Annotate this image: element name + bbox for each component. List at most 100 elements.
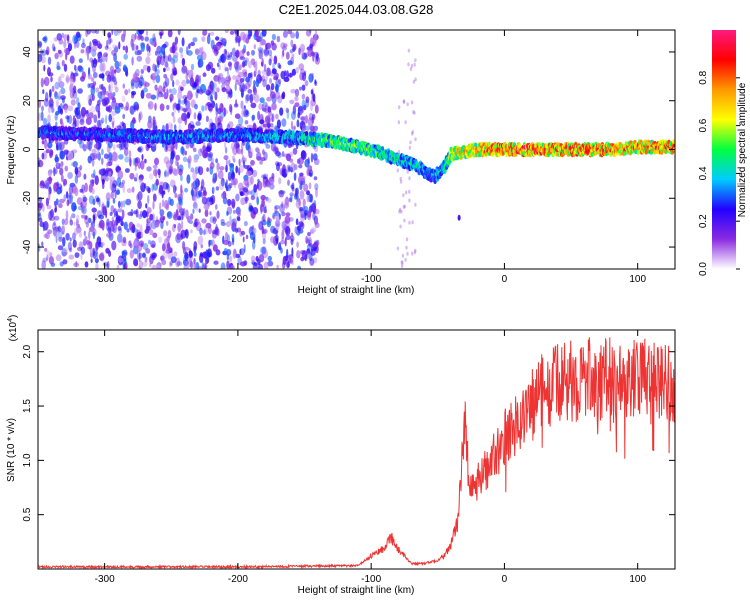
noise-mark xyxy=(276,238,279,245)
noise-mark xyxy=(205,115,209,123)
noise-mark xyxy=(49,215,56,221)
noise-mark xyxy=(65,77,71,83)
noise-mark xyxy=(108,91,114,100)
noise-mark xyxy=(308,182,312,190)
noise-mark xyxy=(96,197,100,203)
noise-mark xyxy=(254,93,260,103)
noise-mark xyxy=(171,111,175,117)
noise-mark xyxy=(230,264,235,269)
ridge-mark xyxy=(304,131,309,136)
noise-mark xyxy=(221,87,227,93)
noise-mark xyxy=(269,91,276,99)
noise-mark xyxy=(232,54,238,62)
noise-mark xyxy=(216,210,220,219)
noise-mark xyxy=(154,102,157,111)
noise-mark xyxy=(223,107,226,117)
noise-mark xyxy=(172,46,175,52)
noise-mark xyxy=(256,196,260,206)
noise-mark xyxy=(177,91,183,100)
noise-mark xyxy=(310,204,314,212)
noise-mark xyxy=(157,91,163,98)
noise-mark xyxy=(167,122,173,128)
noise-mark xyxy=(167,30,173,38)
noise-mark xyxy=(252,169,258,178)
noise-mark xyxy=(242,236,245,243)
noise-mark xyxy=(150,94,157,100)
noise-mark xyxy=(41,55,46,64)
noise-mark xyxy=(94,258,99,264)
noise-mark xyxy=(300,209,305,219)
noise-mark xyxy=(47,114,51,124)
noise-mark xyxy=(234,35,238,44)
noise-mark xyxy=(131,43,138,51)
noise-mark xyxy=(302,123,306,133)
noise-mark xyxy=(224,67,229,72)
noise-mark xyxy=(155,264,161,269)
noise-mark xyxy=(261,216,265,223)
noise-mark xyxy=(312,211,316,221)
noise-mark xyxy=(177,222,182,233)
noise-mark xyxy=(145,56,151,65)
noise-mark xyxy=(234,61,239,70)
noise-mark xyxy=(295,67,299,74)
noise-mark xyxy=(213,260,219,265)
noise-mark xyxy=(122,64,127,72)
noise-mark xyxy=(47,66,51,77)
ridge-mark xyxy=(291,130,295,136)
noise-mark xyxy=(406,102,409,107)
noise-mark xyxy=(266,84,271,91)
noise-mark xyxy=(124,106,129,111)
noise-mark xyxy=(194,48,200,55)
noise-mark xyxy=(187,123,192,131)
noise-mark xyxy=(193,246,197,253)
noise-mark xyxy=(171,88,177,95)
noise-mark xyxy=(271,42,277,51)
noise-mark xyxy=(287,260,290,268)
noise-mark xyxy=(283,43,288,48)
noise-mark xyxy=(235,64,239,71)
noise-mark xyxy=(263,208,268,214)
noise-mark xyxy=(80,246,86,255)
noise-mark xyxy=(406,251,409,256)
noise-mark xyxy=(195,74,200,84)
noise-mark xyxy=(235,61,240,66)
noise-mark xyxy=(214,91,218,101)
noise-mark xyxy=(170,144,176,152)
noise-mark xyxy=(193,262,196,269)
noise-mark xyxy=(95,261,99,269)
noise-mark xyxy=(38,211,41,217)
noise-mark xyxy=(67,35,70,45)
noise-mark xyxy=(294,226,298,234)
noise-mark xyxy=(84,261,89,268)
noise-mark xyxy=(166,104,170,110)
noise-mark xyxy=(59,167,64,176)
noise-mark xyxy=(215,42,221,51)
noise-mark xyxy=(290,120,294,130)
noise-mark xyxy=(239,191,244,197)
noise-mark xyxy=(102,62,106,72)
noise-mark xyxy=(220,37,224,42)
noise-mark xyxy=(98,241,102,248)
noise-mark xyxy=(285,153,292,162)
noise-mark xyxy=(234,113,241,119)
noise-mark xyxy=(110,205,115,214)
noise-mark xyxy=(240,230,246,236)
noise-mark xyxy=(90,30,97,34)
noise-mark xyxy=(175,79,180,86)
noise-mark xyxy=(267,255,273,262)
noise-mark xyxy=(109,179,113,190)
noise-mark xyxy=(271,68,277,75)
noise-mark xyxy=(113,144,116,151)
noise-mark xyxy=(189,77,195,87)
noise-mark xyxy=(58,76,62,85)
noise-mark xyxy=(60,87,66,95)
noise-mark xyxy=(54,207,57,213)
noise-mark xyxy=(101,178,105,185)
noise-mark xyxy=(92,57,98,68)
noise-mark xyxy=(259,97,265,104)
noise-mark xyxy=(144,82,150,87)
noise-mark xyxy=(163,230,168,237)
noise-mark xyxy=(306,190,310,196)
noise-mark xyxy=(142,261,148,267)
